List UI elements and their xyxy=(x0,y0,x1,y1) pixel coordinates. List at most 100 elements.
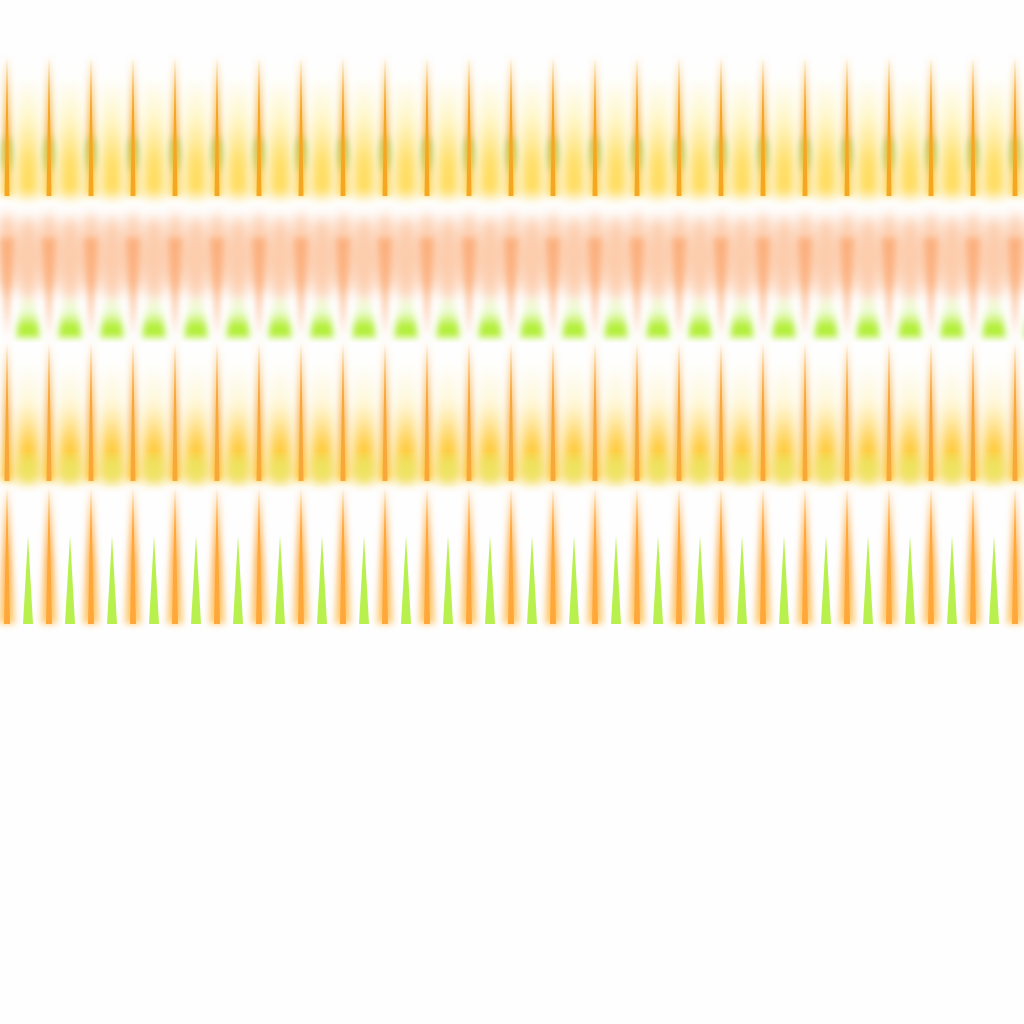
flame-spike xyxy=(461,486,495,624)
flame-spike xyxy=(295,341,333,483)
flame-spike xyxy=(584,213,628,338)
flame-spike xyxy=(253,341,291,483)
flame-spike xyxy=(925,56,963,196)
flame-spike xyxy=(169,341,207,483)
flame-spike xyxy=(167,486,201,624)
flame-spike xyxy=(841,56,879,196)
flame-spike xyxy=(290,213,334,338)
flame-spike xyxy=(0,213,40,338)
flame-spike xyxy=(127,56,165,196)
flame-spike xyxy=(251,486,285,624)
flame-spike xyxy=(752,213,796,338)
flame-spike xyxy=(799,56,837,196)
flame-spike xyxy=(673,56,711,196)
flame-spike xyxy=(881,486,915,624)
flame-spike xyxy=(836,213,880,338)
flame-spike xyxy=(545,486,579,624)
flame-spike xyxy=(335,486,369,624)
flame-spike xyxy=(757,341,795,483)
flame-spike xyxy=(1,341,39,483)
flame-spike xyxy=(794,213,838,338)
flame-spike xyxy=(799,341,837,483)
flame-spike xyxy=(962,213,1006,338)
flame-spike xyxy=(547,56,585,196)
flame-spike xyxy=(41,486,75,624)
flame-spike xyxy=(332,213,376,338)
flame-spike xyxy=(80,213,124,338)
flame-spike xyxy=(503,486,537,624)
flame-spike xyxy=(797,486,831,624)
flame-spike xyxy=(925,341,963,483)
flame-spike xyxy=(631,56,669,196)
flame-row-orange-yellow xyxy=(1,341,1021,483)
flame-spike xyxy=(463,56,501,196)
flame-spike xyxy=(587,486,621,624)
flame-spike xyxy=(83,486,117,624)
flame-spike xyxy=(85,56,123,196)
flame-spike xyxy=(626,213,670,338)
flame-spike xyxy=(377,486,411,624)
flame-spike xyxy=(542,213,586,338)
flame-spike xyxy=(629,486,663,624)
flame-row-orange-lime xyxy=(0,213,1024,338)
flame-spike xyxy=(715,56,753,196)
flame-spike xyxy=(967,341,1005,483)
flame-spike xyxy=(293,486,327,624)
flame-spike xyxy=(967,56,1005,196)
flame-spike xyxy=(1007,486,1023,624)
flame-spike xyxy=(85,341,123,483)
flame-spike xyxy=(505,56,543,196)
flame-row-alternating xyxy=(0,486,1023,624)
flame-spike xyxy=(127,341,165,483)
flame-spike xyxy=(878,213,922,338)
flame-spike xyxy=(206,213,250,338)
flame-spike xyxy=(673,341,711,483)
flame-spike xyxy=(671,486,705,624)
flame-spike xyxy=(43,56,81,196)
flame-spike xyxy=(0,486,33,624)
flame-spike xyxy=(755,486,789,624)
flame-spike xyxy=(421,56,459,196)
flame-spike xyxy=(923,486,957,624)
flame-spike xyxy=(337,56,375,196)
flame-spike xyxy=(589,341,627,483)
flame-spike xyxy=(883,341,921,483)
flame-spike xyxy=(125,486,159,624)
flame-spike xyxy=(920,213,964,338)
flame-row-orange-green-core xyxy=(1,56,1021,196)
flame-spike xyxy=(337,341,375,483)
flame-spike xyxy=(253,56,291,196)
flame-spike xyxy=(965,486,999,624)
flame-spike xyxy=(631,341,669,483)
flame-spike xyxy=(379,56,417,196)
flame-spike xyxy=(883,56,921,196)
flame-spike xyxy=(841,341,879,483)
flame-spike xyxy=(211,56,249,196)
flame-spike xyxy=(374,213,418,338)
flame-spike xyxy=(43,341,81,483)
flame-spike xyxy=(421,341,459,483)
flame-spike xyxy=(1009,56,1021,196)
flame-spike xyxy=(505,341,543,483)
flame-spike xyxy=(589,56,627,196)
flame-spike xyxy=(209,486,243,624)
flame-spike xyxy=(458,213,502,338)
flame-spike xyxy=(38,213,82,338)
flame-spike xyxy=(248,213,292,338)
flame-spike xyxy=(710,213,754,338)
flame-spike xyxy=(715,341,753,483)
flame-spike xyxy=(668,213,712,338)
flame-spike xyxy=(463,341,501,483)
flame-spike xyxy=(500,213,544,338)
flame-spike xyxy=(416,213,460,338)
flame-spike xyxy=(547,341,585,483)
flame-spike xyxy=(757,56,795,196)
flame-spike xyxy=(164,213,208,338)
flame-spike xyxy=(419,486,453,624)
flame-spike xyxy=(169,56,207,196)
flame-spike xyxy=(122,213,166,338)
flame-spike xyxy=(1004,213,1024,338)
flame-spike xyxy=(295,56,333,196)
